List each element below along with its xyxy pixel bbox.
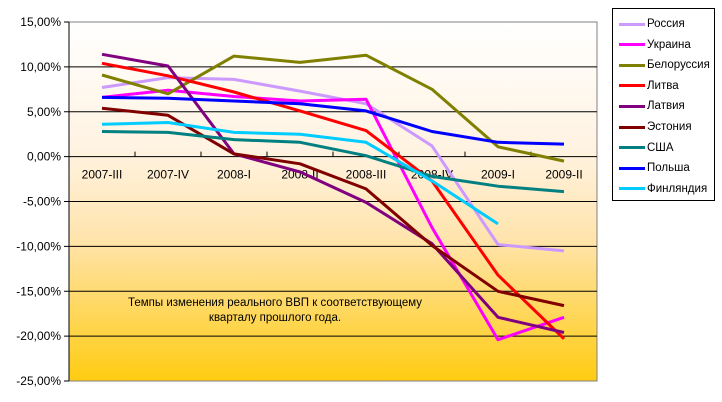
legend-label: Белоруссия: [647, 59, 710, 72]
series-line: [101, 53, 565, 163]
legend-label: Украина: [647, 38, 691, 51]
legend-item: Латвия: [619, 98, 685, 114]
y-tick-label: -20,00%: [16, 329, 61, 343]
series-line: [101, 130, 565, 194]
legend-item: США: [619, 140, 674, 156]
chart-annotation: Темпы изменения реального ВВП к соответс…: [100, 296, 450, 326]
legend-swatch-icon: [619, 146, 645, 150]
legend-swatch-icon: [619, 43, 645, 47]
series-line: [101, 121, 499, 226]
legend-item: Белоруссия: [619, 57, 710, 73]
legend-swatch-icon: [619, 104, 645, 108]
annotation-line-1: Темпы изменения реального ВВП к соответс…: [127, 297, 423, 309]
legend-label: Латвия: [647, 100, 685, 113]
x-tick-label: 2008-III: [346, 168, 387, 182]
series-line: [101, 106, 565, 308]
legend-item: Финляндия: [619, 181, 707, 197]
legend-label: Финляндия: [647, 182, 708, 195]
legend-swatch-icon: [619, 63, 645, 67]
legend-swatch-icon: [619, 166, 645, 170]
y-tick-label: -25,00%: [16, 374, 61, 388]
legend-label: Россия: [647, 18, 685, 30]
y-tick-label: 5,00%: [27, 105, 61, 119]
legend-swatch-icon: [619, 22, 645, 26]
chart-legend: Россия Украина Белоруссия Литва Латвия Эстони…: [612, 8, 715, 201]
legend-label: Польша: [647, 162, 690, 175]
legend-label: Эстония: [647, 121, 692, 133]
x-tick-label: 2008-I: [217, 168, 251, 182]
legend-swatch-icon: [619, 125, 645, 129]
legend-label: Литва: [647, 79, 679, 92]
series-line: [101, 52, 565, 334]
legend-item: Эстония: [619, 119, 692, 135]
y-tick-label: -10,00%: [16, 239, 61, 253]
annotation-line-2: кварталу прошлого года.: [208, 312, 342, 324]
series-line: [101, 88, 565, 342]
legend-item: Россия: [619, 16, 685, 32]
x-tick-label: 2009-I: [481, 168, 515, 182]
series-line: [101, 95, 565, 146]
y-tick-label: 15,00%: [20, 15, 61, 29]
legend-item: Украина: [619, 37, 691, 53]
y-tick-label: -5,00%: [23, 195, 61, 209]
x-tick-label: 2007-IV: [147, 168, 189, 182]
series-lines: [101, 52, 566, 342]
legend-item: Литва: [619, 78, 679, 94]
y-tick-label: 10,00%: [20, 60, 61, 74]
legend-swatch-icon: [619, 187, 645, 191]
x-tick-label: 2008-II: [281, 168, 318, 182]
x-tick-label: 2009-II: [545, 168, 582, 182]
y-axis: 15,00% 10,00% 5,00% 0,00% -5,00% -10,00% -15,0…: [16, 15, 70, 388]
legend-item: Польша: [619, 160, 690, 176]
y-tick-label: -15,00%: [16, 284, 61, 298]
y-tick-label: 0,00%: [27, 150, 61, 164]
x-tick-label: 2007-III: [82, 168, 123, 182]
legend-swatch-icon: [619, 84, 645, 88]
legend-label: США: [647, 141, 674, 154]
